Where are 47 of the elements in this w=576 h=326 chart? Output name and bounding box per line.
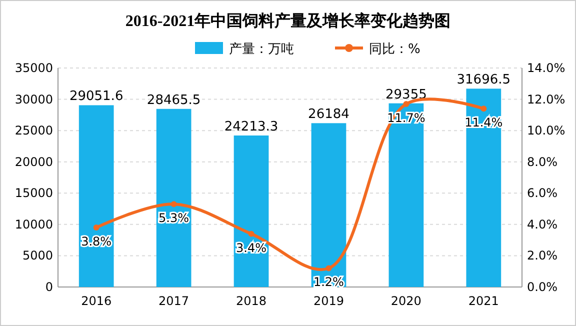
y2-tick-label: 12.0% — [527, 92, 566, 106]
y2-tick-label: 10.0% — [527, 124, 566, 138]
data-label: 24213.3 — [224, 119, 278, 134]
y-tick-label: 20000 — [14, 154, 53, 169]
data-label: 3.4% — [236, 240, 267, 255]
y-tick-label: 5000 — [22, 248, 53, 263]
x-tick-label: 2021 — [468, 294, 499, 308]
y2-tick-label: 6.0% — [527, 186, 558, 200]
x-tick-label: 2018 — [236, 294, 267, 308]
x-tick-label: 2019 — [313, 294, 344, 308]
y2-tick-label: 14.0% — [527, 61, 566, 75]
y-tick-label: 0 — [45, 280, 53, 294]
y2-tick-label: 4.0% — [527, 217, 558, 232]
bar — [156, 108, 192, 287]
data-label: 5.3% — [158, 211, 190, 226]
y-tick-label: 15000 — [14, 186, 53, 200]
y2-tick-label: 8.0% — [527, 154, 558, 169]
y-tick-label: 35000 — [14, 61, 53, 75]
bar — [466, 88, 502, 287]
y-tick-label: 25000 — [14, 124, 53, 138]
data-label: 29355 — [386, 87, 427, 102]
y-tick-label: 10000 — [14, 217, 53, 232]
point — [248, 230, 254, 237]
data-label: 31696.5 — [456, 72, 511, 88]
legend-label: 同比：% — [369, 42, 420, 57]
point — [93, 224, 100, 231]
bar — [311, 123, 346, 287]
data-label: 29051.6 — [69, 89, 124, 104]
point — [480, 106, 487, 112]
data-label: 1.2% — [313, 275, 344, 290]
y-tick-label: 30000 — [14, 92, 53, 106]
legend-label: 产量：万吨 — [229, 42, 294, 57]
x-tick-label: 2016 — [81, 294, 112, 308]
point — [403, 100, 410, 107]
data-label: 3.8% — [81, 234, 112, 249]
y2-tick-label: 0.0% — [527, 280, 558, 294]
bar — [234, 135, 269, 287]
y2-tick-label: 2.0% — [527, 248, 558, 263]
bar — [78, 105, 114, 287]
x-tick-label: 2017 — [158, 294, 190, 308]
x-tick-label: 2020 — [390, 294, 422, 308]
data-label: 26184 — [308, 107, 350, 122]
bar — [388, 103, 424, 287]
data-label: 28465.5 — [146, 92, 201, 108]
chart-title: 2016-2021年中国饲料产量及增长率变化趋势图 — [125, 11, 451, 30]
point — [326, 265, 332, 272]
point — [170, 201, 177, 208]
